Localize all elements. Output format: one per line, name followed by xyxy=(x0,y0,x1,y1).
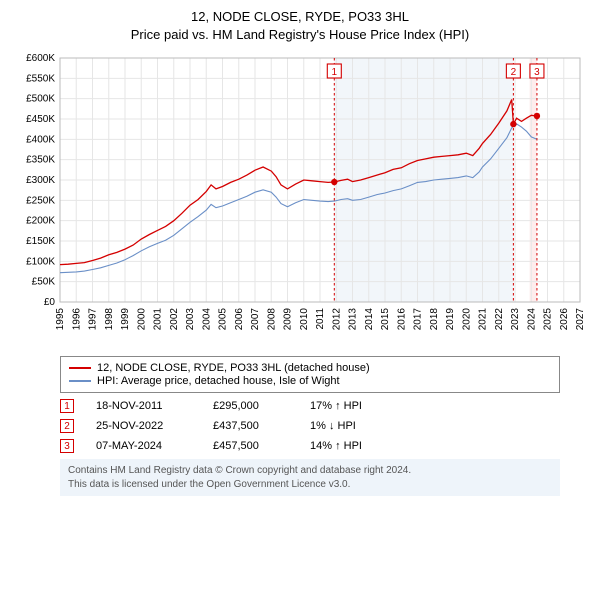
svg-text:2018: 2018 xyxy=(429,308,440,331)
svg-text:2021: 2021 xyxy=(478,308,489,331)
chart-container: 12, NODE CLOSE, RYDE, PO33 3HL Price pai… xyxy=(0,0,600,504)
chart-svg: £0 £50K £100K £150K £200K £250K £300K £350K £400… xyxy=(10,50,590,350)
row-diff: 14% ↑ HPI xyxy=(310,440,400,452)
svg-text:2022: 2022 xyxy=(494,308,505,331)
transaction-table: 1 18-NOV-2011 £295,000 17% ↑ HPI 2 25-NO… xyxy=(60,399,560,453)
chart: £0 £50K £100K £150K £200K £250K £300K £350K £400… xyxy=(10,50,590,350)
row-price: £437,500 xyxy=(213,420,288,432)
svg-text:2009: 2009 xyxy=(283,308,294,331)
svg-text:2010: 2010 xyxy=(299,308,310,331)
svg-text:2026: 2026 xyxy=(559,308,570,331)
svg-text:£550K: £550K xyxy=(26,74,55,85)
svg-text:1999: 1999 xyxy=(120,308,131,331)
row-date: 25-NOV-2022 xyxy=(96,420,191,432)
svg-text:£500K: £500K xyxy=(26,94,55,105)
svg-text:2025: 2025 xyxy=(543,308,554,331)
svg-text:2012: 2012 xyxy=(331,308,342,331)
svg-text:£150K: £150K xyxy=(26,236,55,247)
svg-text:1: 1 xyxy=(332,67,338,78)
svg-text:£450K: £450K xyxy=(26,114,55,125)
footer-note: Contains HM Land Registry data © Crown c… xyxy=(60,459,560,496)
row-marker: 1 xyxy=(60,399,74,413)
title-subtitle: Price paid vs. HM Land Registry's House … xyxy=(10,26,590,44)
svg-text:3: 3 xyxy=(534,67,540,78)
legend-swatch xyxy=(69,380,91,382)
footer-line: This data is licensed under the Open Gov… xyxy=(68,478,552,492)
svg-text:£300K: £300K xyxy=(26,175,55,186)
row-diff: 17% ↑ HPI xyxy=(310,400,400,412)
svg-text:2: 2 xyxy=(511,67,517,78)
svg-text:£100K: £100K xyxy=(26,257,55,268)
footer-line: Contains HM Land Registry data © Crown c… xyxy=(68,464,552,478)
svg-text:2015: 2015 xyxy=(380,308,391,331)
svg-text:2006: 2006 xyxy=(234,308,245,331)
row-date: 18-NOV-2011 xyxy=(96,400,191,412)
svg-text:2027: 2027 xyxy=(575,308,586,331)
svg-text:2014: 2014 xyxy=(364,308,375,331)
svg-text:2003: 2003 xyxy=(185,308,196,331)
svg-text:2002: 2002 xyxy=(169,308,180,331)
svg-text:2000: 2000 xyxy=(136,308,147,331)
legend: 12, NODE CLOSE, RYDE, PO33 3HL (detached… xyxy=(60,356,560,393)
legend-swatch xyxy=(69,367,91,369)
svg-text:2019: 2019 xyxy=(445,308,456,331)
svg-text:2016: 2016 xyxy=(396,308,407,331)
row-marker: 3 xyxy=(60,439,74,453)
legend-item: 12, NODE CLOSE, RYDE, PO33 3HL (detached… xyxy=(69,362,551,374)
row-price: £457,500 xyxy=(213,440,288,452)
svg-text:2004: 2004 xyxy=(201,308,212,331)
svg-text:£350K: £350K xyxy=(26,155,55,166)
row-marker: 2 xyxy=(60,419,74,433)
svg-text:2020: 2020 xyxy=(461,308,472,331)
svg-text:1998: 1998 xyxy=(104,308,115,331)
svg-text:2017: 2017 xyxy=(413,308,424,331)
svg-text:2008: 2008 xyxy=(266,308,277,331)
row-date: 07-MAY-2024 xyxy=(96,440,191,452)
legend-label: 12, NODE CLOSE, RYDE, PO33 3HL (detached… xyxy=(97,362,370,374)
row-diff: 1% ↓ HPI xyxy=(310,420,400,432)
svg-text:£50K: £50K xyxy=(32,277,56,288)
svg-text:1996: 1996 xyxy=(71,308,82,331)
svg-text:£200K: £200K xyxy=(26,216,55,227)
svg-text:2005: 2005 xyxy=(218,308,229,331)
titles: 12, NODE CLOSE, RYDE, PO33 3HL Price pai… xyxy=(10,8,590,44)
svg-text:1995: 1995 xyxy=(55,308,66,331)
svg-text:2007: 2007 xyxy=(250,308,261,331)
svg-text:2001: 2001 xyxy=(153,308,164,331)
svg-text:£0: £0 xyxy=(44,297,56,308)
svg-text:2013: 2013 xyxy=(348,308,359,331)
table-row: 1 18-NOV-2011 £295,000 17% ↑ HPI xyxy=(60,399,560,413)
table-row: 2 25-NOV-2022 £437,500 1% ↓ HPI xyxy=(60,419,560,433)
legend-label: HPI: Average price, detached house, Isle… xyxy=(97,375,340,387)
row-price: £295,000 xyxy=(213,400,288,412)
svg-text:£400K: £400K xyxy=(26,135,55,146)
legend-item: HPI: Average price, detached house, Isle… xyxy=(69,375,551,387)
svg-text:2024: 2024 xyxy=(526,308,537,331)
svg-text:2011: 2011 xyxy=(315,308,326,330)
svg-text:£250K: £250K xyxy=(26,196,55,207)
svg-text:2023: 2023 xyxy=(510,308,521,331)
title-address: 12, NODE CLOSE, RYDE, PO33 3HL xyxy=(10,8,590,26)
svg-text:1997: 1997 xyxy=(88,308,99,331)
table-row: 3 07-MAY-2024 £457,500 14% ↑ HPI xyxy=(60,439,560,453)
svg-text:£600K: £600K xyxy=(26,53,55,64)
